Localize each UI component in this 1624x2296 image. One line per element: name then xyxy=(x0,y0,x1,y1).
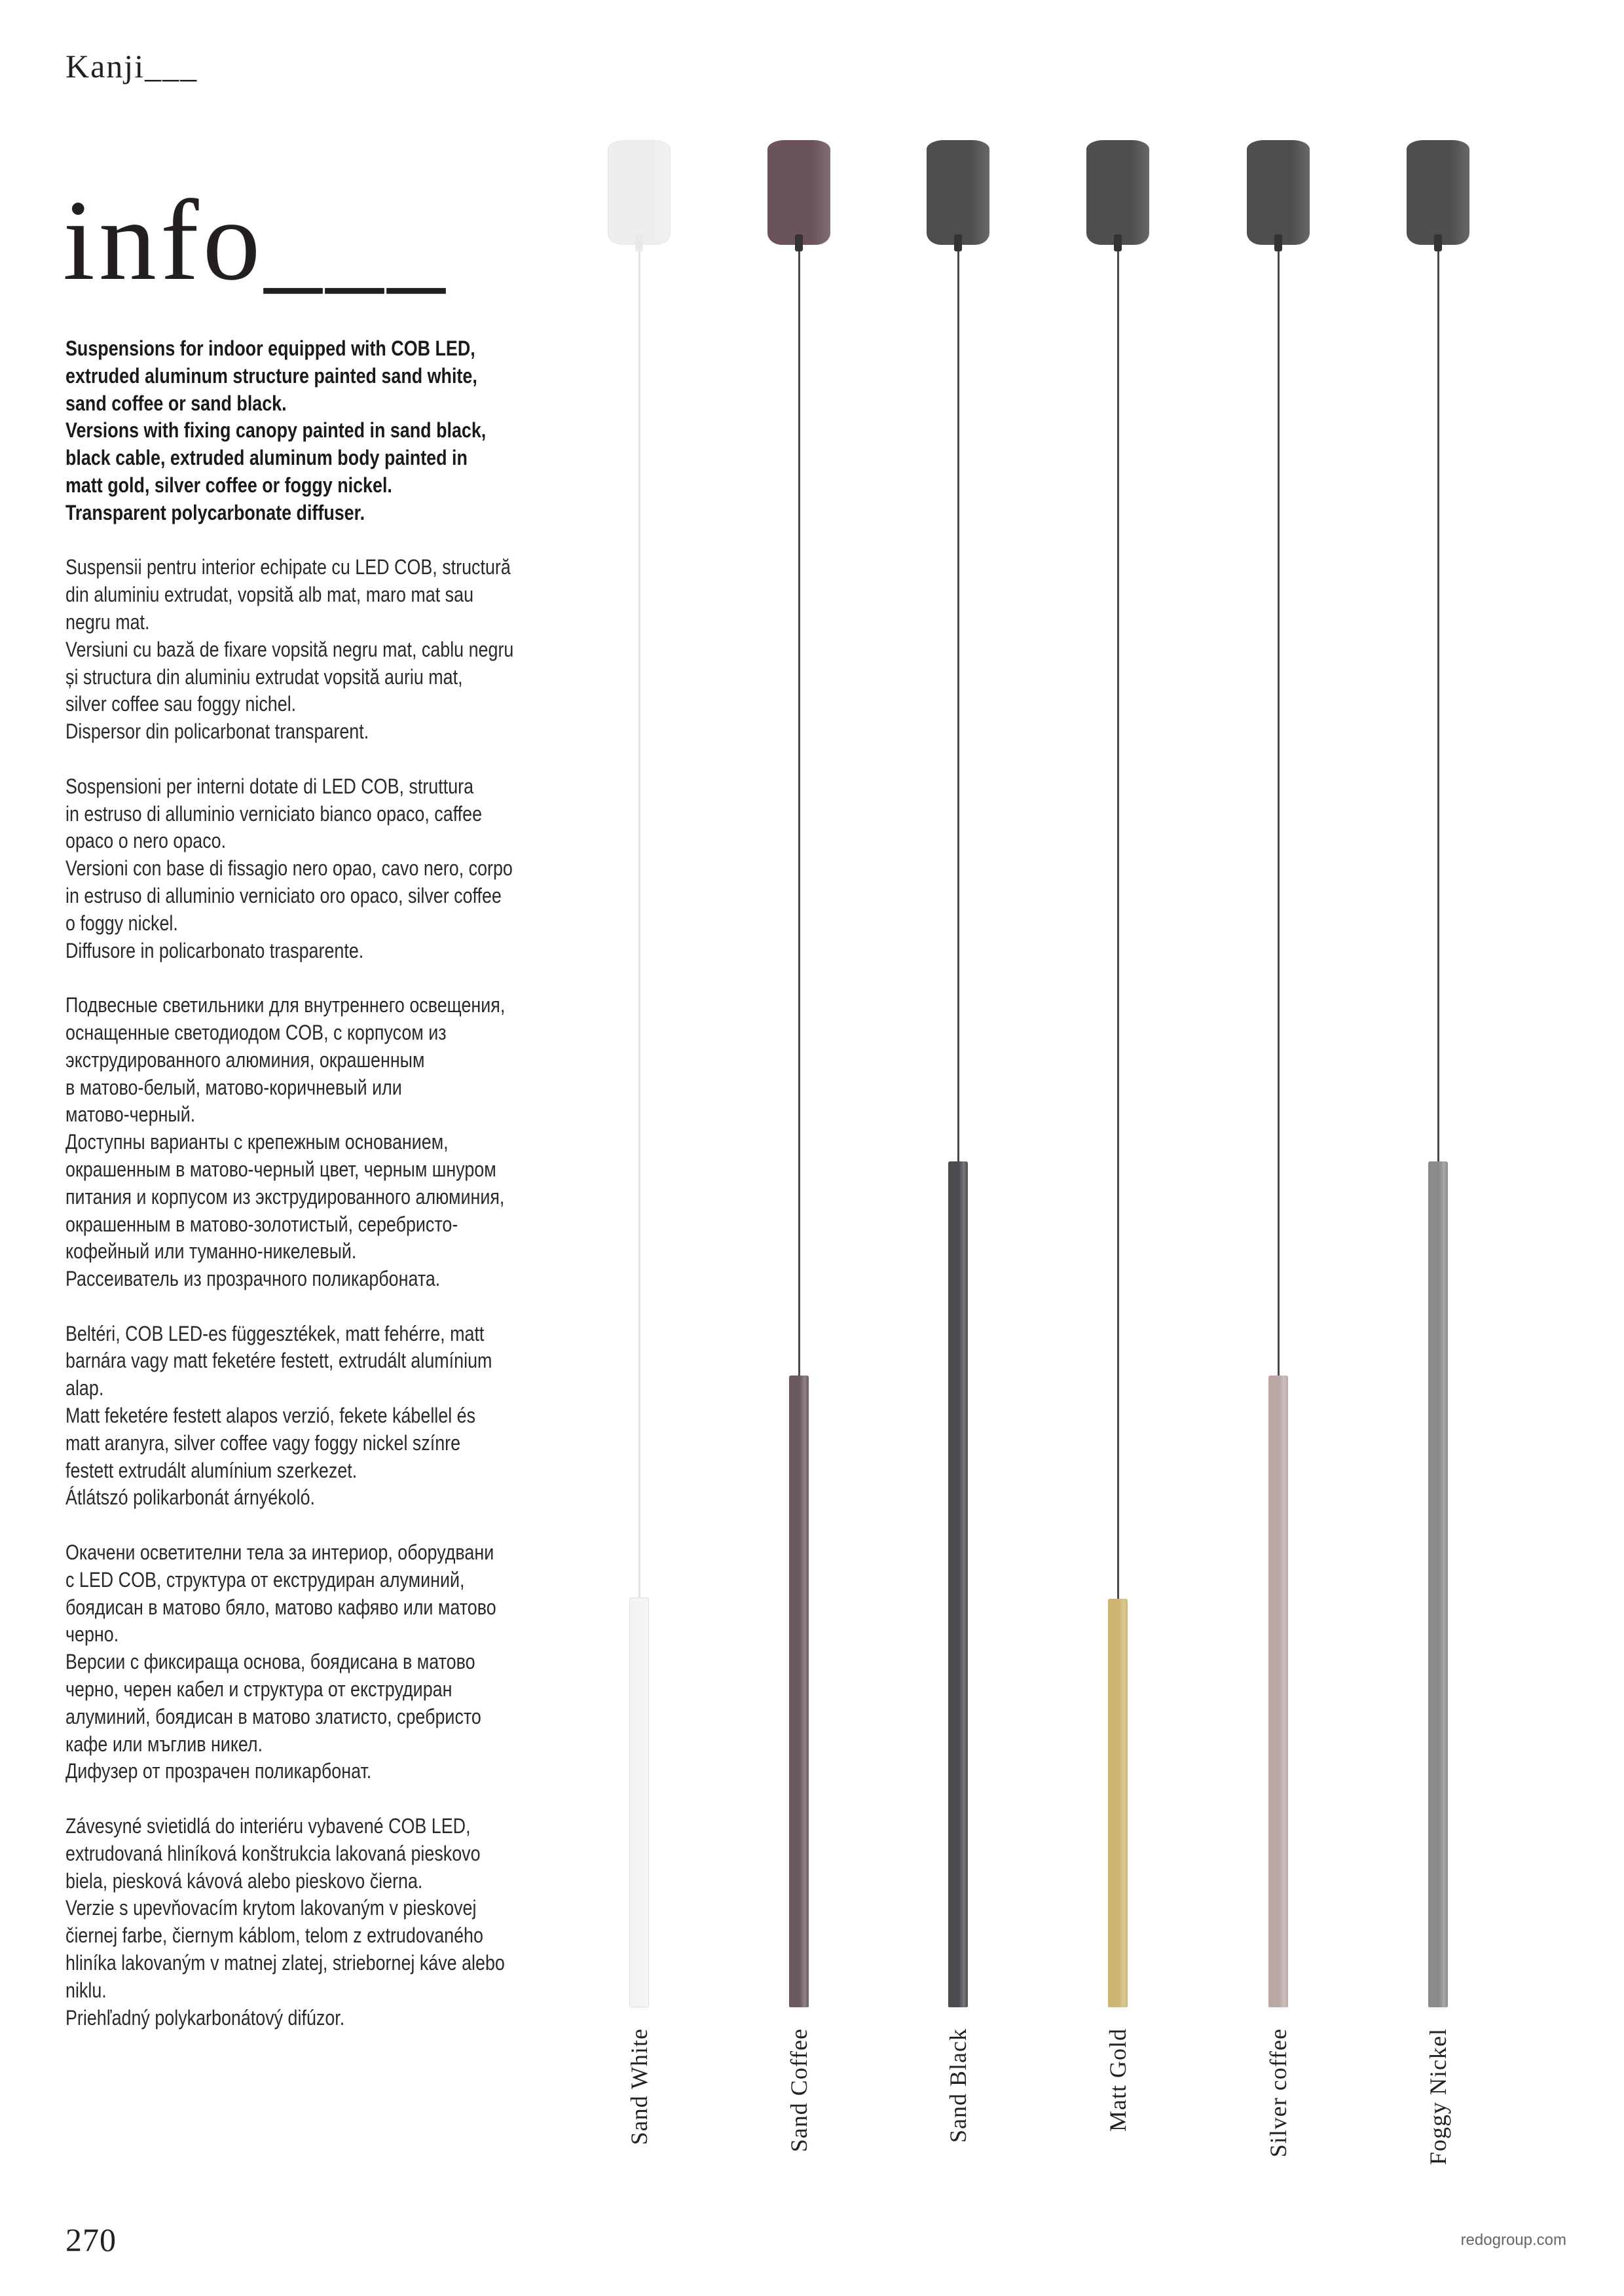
cable-grip xyxy=(1114,234,1122,251)
finish-label: Sand Black xyxy=(945,2028,971,2143)
lamp-cable xyxy=(638,245,640,1597)
website-link[interactable]: redogroup.com xyxy=(1460,2231,1566,2249)
lamp-cable xyxy=(798,245,800,1376)
lamp-body xyxy=(1268,1376,1288,2010)
description-ro: Suspensii pentru interior echipate cu LE… xyxy=(65,555,514,744)
description-sk: Závesyné svietidlá do interiéru vybavené… xyxy=(65,1814,505,2030)
finish-label: Sand White xyxy=(626,2028,652,2145)
cable-grip xyxy=(1274,234,1282,251)
lamp-cable xyxy=(1278,245,1280,1376)
description-ru: Подвесные светильники для внутреннего ос… xyxy=(65,993,506,1291)
cable-grip xyxy=(954,234,962,251)
lamp-canopy xyxy=(1407,140,1469,245)
lamp-body xyxy=(789,1376,809,2010)
finish-label: Matt Gold xyxy=(1105,2028,1131,2132)
finish-label: Foggy Nickel xyxy=(1425,2028,1451,2165)
cable-grip xyxy=(795,234,803,251)
lamp-cable xyxy=(1437,245,1439,1161)
description-it: Sospensioni per interni dotate di LED CO… xyxy=(65,774,513,962)
description-en: Suspensions for indoor equipped with COB… xyxy=(65,337,487,524)
lamp-canopy xyxy=(1247,140,1310,245)
description-text: Suspensions for indoor equipped with COB… xyxy=(65,335,549,2059)
cable-grip xyxy=(1434,234,1442,251)
lamp-cable xyxy=(957,245,959,1161)
page-number: 270 xyxy=(65,2221,117,2258)
lamp-canopy xyxy=(1086,140,1149,245)
lamp-cable xyxy=(1117,245,1119,1599)
description-hu: Beltéri, COB LED-es függesztékek, matt f… xyxy=(65,1321,492,1510)
lamp-body xyxy=(1108,1599,1128,2010)
description-bg: Окачени осветителни тела за интериор, об… xyxy=(65,1540,496,1783)
lamp-canopy xyxy=(927,140,989,245)
finish-label: Silver coffee xyxy=(1265,2028,1291,2158)
lamp-body xyxy=(948,1161,968,2010)
lamp-canopy xyxy=(608,140,671,245)
lamp-body xyxy=(1428,1161,1448,2010)
cable-grip xyxy=(635,234,643,251)
lamp-canopy xyxy=(767,140,830,245)
page-title: info___ xyxy=(63,177,449,304)
lamp-body xyxy=(629,1597,649,2010)
brand-name: Kanji___ xyxy=(65,48,198,84)
finish-label: Sand Coffee xyxy=(786,2028,812,2153)
